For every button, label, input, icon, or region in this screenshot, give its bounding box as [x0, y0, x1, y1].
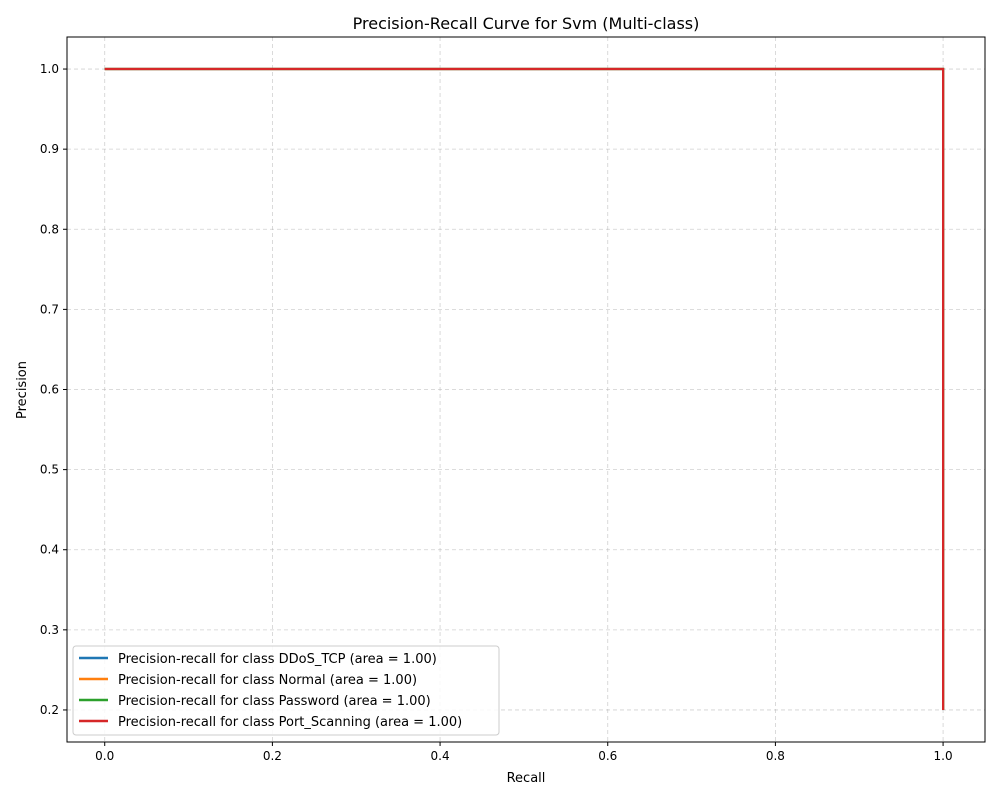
y-tick-label: 0.2: [40, 703, 59, 717]
x-tick-label: 1.0: [934, 749, 953, 763]
legend-label-3: Precision-recall for class Port_Scanning…: [118, 715, 462, 730]
x-tick-label: 0.8: [766, 749, 785, 763]
series-line-3: [104, 67, 945, 710]
y-tick-label: 0.6: [40, 383, 59, 397]
x-tick-label: 0.2: [263, 749, 282, 763]
y-tick-label: 0.4: [40, 543, 59, 557]
x-axis-ticks: 0.0 0.2 0.4 0.6 0.8 1.0: [95, 742, 953, 763]
y-tick-label: 1.0: [40, 62, 59, 76]
chart-title: Precision-Recall Curve for Svm (Multi-cl…: [353, 14, 700, 33]
x-axis-label: Recall: [507, 771, 546, 786]
legend-label-0: Precision-recall for class DDoS_TCP (are…: [118, 652, 437, 667]
x-tick-label: 0.6: [598, 749, 617, 763]
legend-box: [72, 645, 500, 736]
y-tick-label: 0.5: [40, 463, 59, 477]
x-tick-label: 0.4: [431, 749, 450, 763]
series-lines: [104, 67, 945, 710]
grid: [67, 37, 985, 742]
legend: Precision-recall for class DDoS_TCP (are…: [72, 645, 500, 736]
x-tick-label: 0.0: [95, 749, 114, 763]
y-tick-label: 0.9: [40, 142, 59, 156]
legend-label-2: Precision-recall for class Password (are…: [118, 694, 431, 709]
y-axis-ticks: 0.2 0.3 0.4 0.5 0.6 0.7 0.8 0.9 1.0: [40, 62, 67, 717]
y-tick-label: 0.3: [40, 623, 59, 637]
legend-label-1: Precision-recall for class Normal (area …: [118, 673, 417, 688]
y-tick-label: 0.8: [40, 222, 59, 236]
y-axis-label: Precision: [15, 361, 30, 419]
y-tick-label: 0.7: [40, 302, 59, 316]
